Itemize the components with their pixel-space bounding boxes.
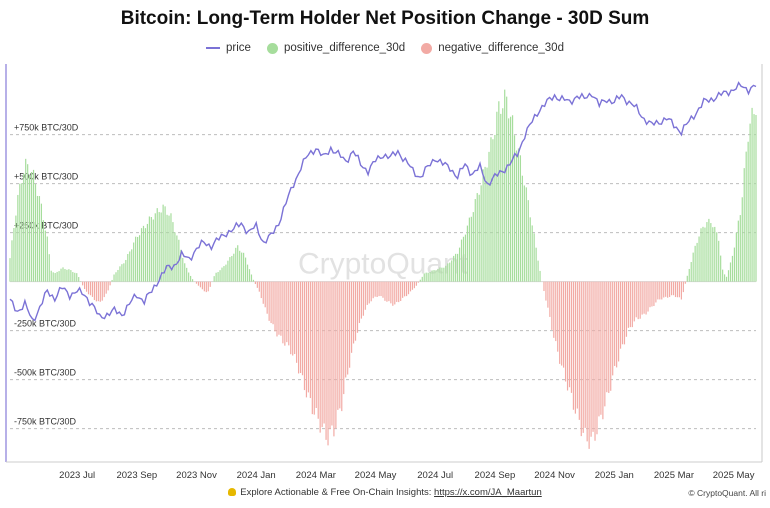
footer-insights: Explore Actionable & Free On-Chain Insig… (0, 487, 770, 498)
x-tick-label: 2023 Sep (116, 470, 157, 481)
footer-link[interactable]: https://x.com/JA_Maartun (434, 487, 542, 498)
lightbulb-icon (228, 488, 237, 496)
watermark-text: CryptoQuant (298, 248, 469, 281)
copyright-text: © CryptoQuant. All ri (688, 488, 766, 498)
legend: price positive_difference_30d negative_d… (0, 42, 770, 54)
legend-item-positive[interactable]: positive_difference_30d (266, 42, 406, 54)
legend-item-negative[interactable]: negative_difference_30d (421, 42, 564, 54)
y-tick-label: -250k BTC/30D (14, 319, 77, 329)
x-tick-label: 2025 Mar (654, 470, 694, 481)
y-tick-label: -500k BTC/30D (14, 368, 77, 378)
x-tick-label: 2024 Jul (417, 470, 453, 481)
footer-text: Explore Actionable & Free On-Chain Insig… (240, 487, 435, 498)
legend-label-price: price (226, 42, 251, 54)
price-line-swatch (206, 47, 220, 49)
price-line (9, 81, 757, 322)
x-tick-label: 2025 Jan (595, 470, 634, 481)
legend-label-negative: negative_difference_30d (438, 42, 564, 54)
y-tick-label: -750k BTC/30D (14, 417, 77, 427)
chart-title: Bitcoin: Long-Term Holder Net Position C… (120, 8, 650, 29)
legend-label-positive: positive_difference_30d (283, 42, 406, 54)
x-tick-label: 2024 Sep (475, 470, 516, 481)
x-tick-label: 2024 May (355, 470, 397, 481)
positive-dot-swatch (266, 42, 278, 54)
negative-dot-swatch (421, 42, 433, 54)
y-tick-label: +250k BTC/30D (14, 221, 79, 231)
x-tick-label: 2024 Jan (237, 470, 276, 481)
x-tick-label: 2024 Nov (534, 470, 575, 481)
legend-item-price[interactable]: price (206, 42, 251, 54)
x-tick-label: 2023 Nov (176, 470, 217, 481)
x-tick-label: 2025 May (713, 470, 755, 481)
x-tick-label: 2023 Jul (59, 470, 95, 481)
y-tick-label: +500k BTC/30D (14, 172, 79, 182)
y-tick-label: +750k BTC/30D (14, 123, 79, 133)
x-tick-label: 2024 Mar (296, 470, 336, 481)
chart-plot-area: +750k BTC/30D +500k BTC/30D +250k BTC/30D -… (5, 64, 763, 481)
